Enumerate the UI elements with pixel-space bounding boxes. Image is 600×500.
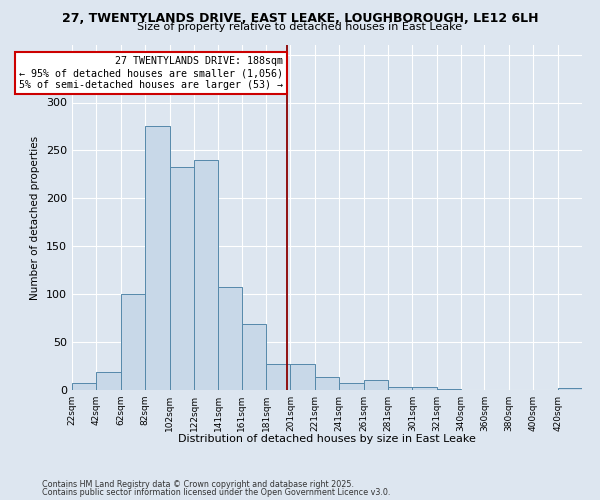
Text: 27, TWENTYLANDS DRIVE, EAST LEAKE, LOUGHBOROUGH, LE12 6LH: 27, TWENTYLANDS DRIVE, EAST LEAKE, LOUGH… [62, 12, 538, 26]
Bar [266, 364, 290, 390]
Text: 27 TWENTYLANDS DRIVE: 188sqm
← 95% of detached houses are smaller (1,056)
5% of : 27 TWENTYLANDS DRIVE: 188sqm ← 95% of de… [19, 56, 283, 90]
Bar [412, 387, 437, 390]
Bar [339, 384, 364, 390]
Text: Size of property relative to detached houses in East Leake: Size of property relative to detached ho… [137, 22, 463, 32]
Bar [242, 324, 266, 390]
Bar [194, 160, 218, 390]
Bar [315, 376, 339, 390]
Bar [121, 294, 145, 390]
Bar [145, 126, 170, 390]
Bar [388, 387, 412, 390]
Text: Contains public sector information licensed under the Open Government Licence v3: Contains public sector information licen… [42, 488, 391, 497]
Text: Contains HM Land Registry data © Crown copyright and database right 2025.: Contains HM Land Registry data © Crown c… [42, 480, 354, 489]
X-axis label: Distribution of detached houses by size in East Leake: Distribution of detached houses by size … [178, 434, 476, 444]
Bar [218, 286, 242, 390]
Bar [170, 166, 194, 390]
Bar [364, 380, 388, 390]
Y-axis label: Number of detached properties: Number of detached properties [31, 136, 40, 300]
Bar [97, 372, 121, 390]
Bar [557, 388, 582, 390]
Bar [290, 364, 315, 390]
Bar [437, 389, 461, 390]
Bar [72, 384, 97, 390]
